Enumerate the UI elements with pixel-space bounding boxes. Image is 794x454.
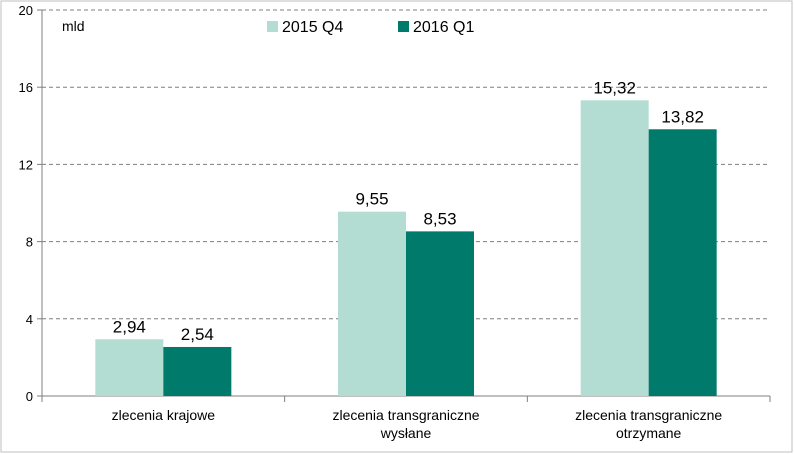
data-label: 2,94 [113, 317, 146, 336]
bar-2015-q4-0 [95, 339, 164, 396]
y-tick-label: 12 [19, 157, 33, 172]
data-label: 9,55 [355, 190, 388, 209]
x-category-label: wysłane [380, 425, 432, 441]
data-label: 8,53 [423, 209, 456, 228]
legend: 2015 Q4 2016 Q1 [267, 19, 474, 36]
data-label: 15,32 [593, 78, 636, 97]
bar-2015-q4-2 [580, 100, 649, 396]
x-category-label: otrzymane [616, 425, 682, 441]
legend-swatch [398, 21, 409, 32]
legend-label: 2015 Q4 [282, 19, 343, 36]
y-tick-label: 4 [26, 312, 33, 327]
legend-swatch [267, 21, 278, 32]
data-labels: 2,94 2,54 9,55 8,53 15,32 13,82 [113, 78, 704, 344]
axes: 0 4 8 12 16 20 zlecenia krajowe zlecenia transg… [19, 3, 771, 441]
y-tick-label: 20 [19, 3, 33, 18]
bar-2016-q1-0 [163, 346, 232, 396]
x-category-label: zlecenia transgraniczne [332, 407, 479, 423]
bar-2016-q1-2 [648, 129, 717, 397]
y-tick-label: 8 [26, 235, 33, 250]
x-category-label: zlecenia transgraniczne [575, 407, 722, 423]
bar-2016-q1-1 [406, 231, 474, 396]
y-axis-unit-label: mld [62, 18, 85, 34]
y-tick-label: 0 [26, 389, 33, 404]
legend-label: 2016 Q1 [413, 19, 474, 36]
data-label: 13,82 [661, 107, 704, 126]
bars [95, 100, 717, 397]
y-tick-label: 16 [19, 80, 33, 95]
data-label: 2,54 [181, 325, 214, 344]
bar-2015-q4-1 [338, 211, 406, 396]
x-category-label: zlecenia krajowe [112, 407, 216, 423]
